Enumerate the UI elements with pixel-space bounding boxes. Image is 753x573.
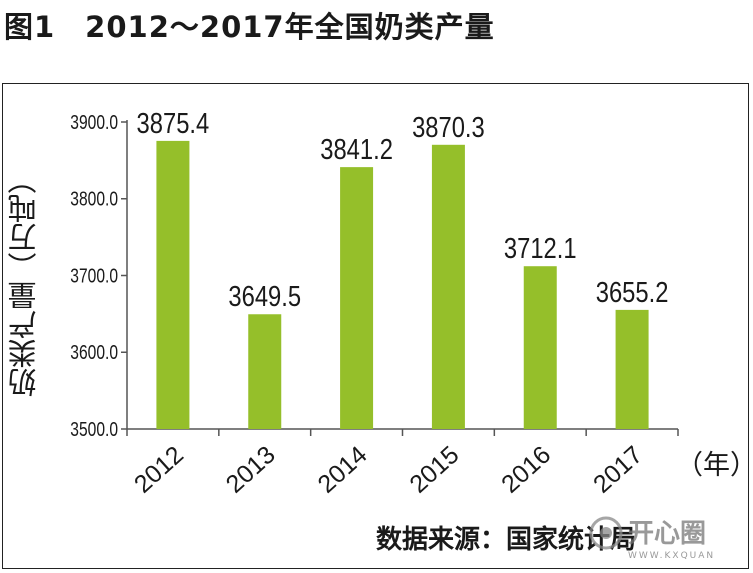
bar <box>340 167 374 429</box>
svg-text:开心圈: 开心圈 <box>628 519 706 549</box>
watermark-logo: 开心圈 WWW.KXQUAN <box>589 516 715 561</box>
y-tick-label: 3800.0 <box>70 188 118 210</box>
y-tick-label: 3600.0 <box>70 341 118 363</box>
bar <box>156 140 190 429</box>
bar-value-label: 3841.2 <box>320 133 393 166</box>
bar-value-label: 3875.4 <box>137 107 210 140</box>
bar-value-label: 3649.5 <box>228 280 301 313</box>
x-axis-unit-label: （年） <box>676 450 753 481</box>
y-tick-label: 3900.0 <box>70 111 118 133</box>
bar <box>615 309 649 429</box>
x-tick-label: 2014 <box>313 441 373 499</box>
x-tick-label: 2016 <box>496 441 556 499</box>
x-tick-label: 2017 <box>588 441 648 499</box>
x-tick-label: 2013 <box>221 441 281 499</box>
bar <box>248 314 282 429</box>
figure-title: 图1 2012～2017年全国奶类产量 <box>4 10 495 44</box>
bar <box>431 144 465 430</box>
x-tick-label: 2012 <box>129 441 189 499</box>
chart-frame <box>2 83 749 569</box>
bar-value-label: 3870.3 <box>412 111 485 144</box>
bar <box>523 266 557 429</box>
x-tick-label: 2015 <box>404 441 464 499</box>
svg-text:WWW.KXQUAN: WWW.KXQUAN <box>628 551 715 561</box>
y-axis-label: 奶类产量（万吨） <box>7 165 41 397</box>
bar-value-label: 3712.1 <box>504 232 577 265</box>
y-tick-label: 3500.0 <box>70 418 118 440</box>
y-tick-label: 3700.0 <box>70 265 118 287</box>
bar-value-label: 3655.2 <box>596 276 669 309</box>
